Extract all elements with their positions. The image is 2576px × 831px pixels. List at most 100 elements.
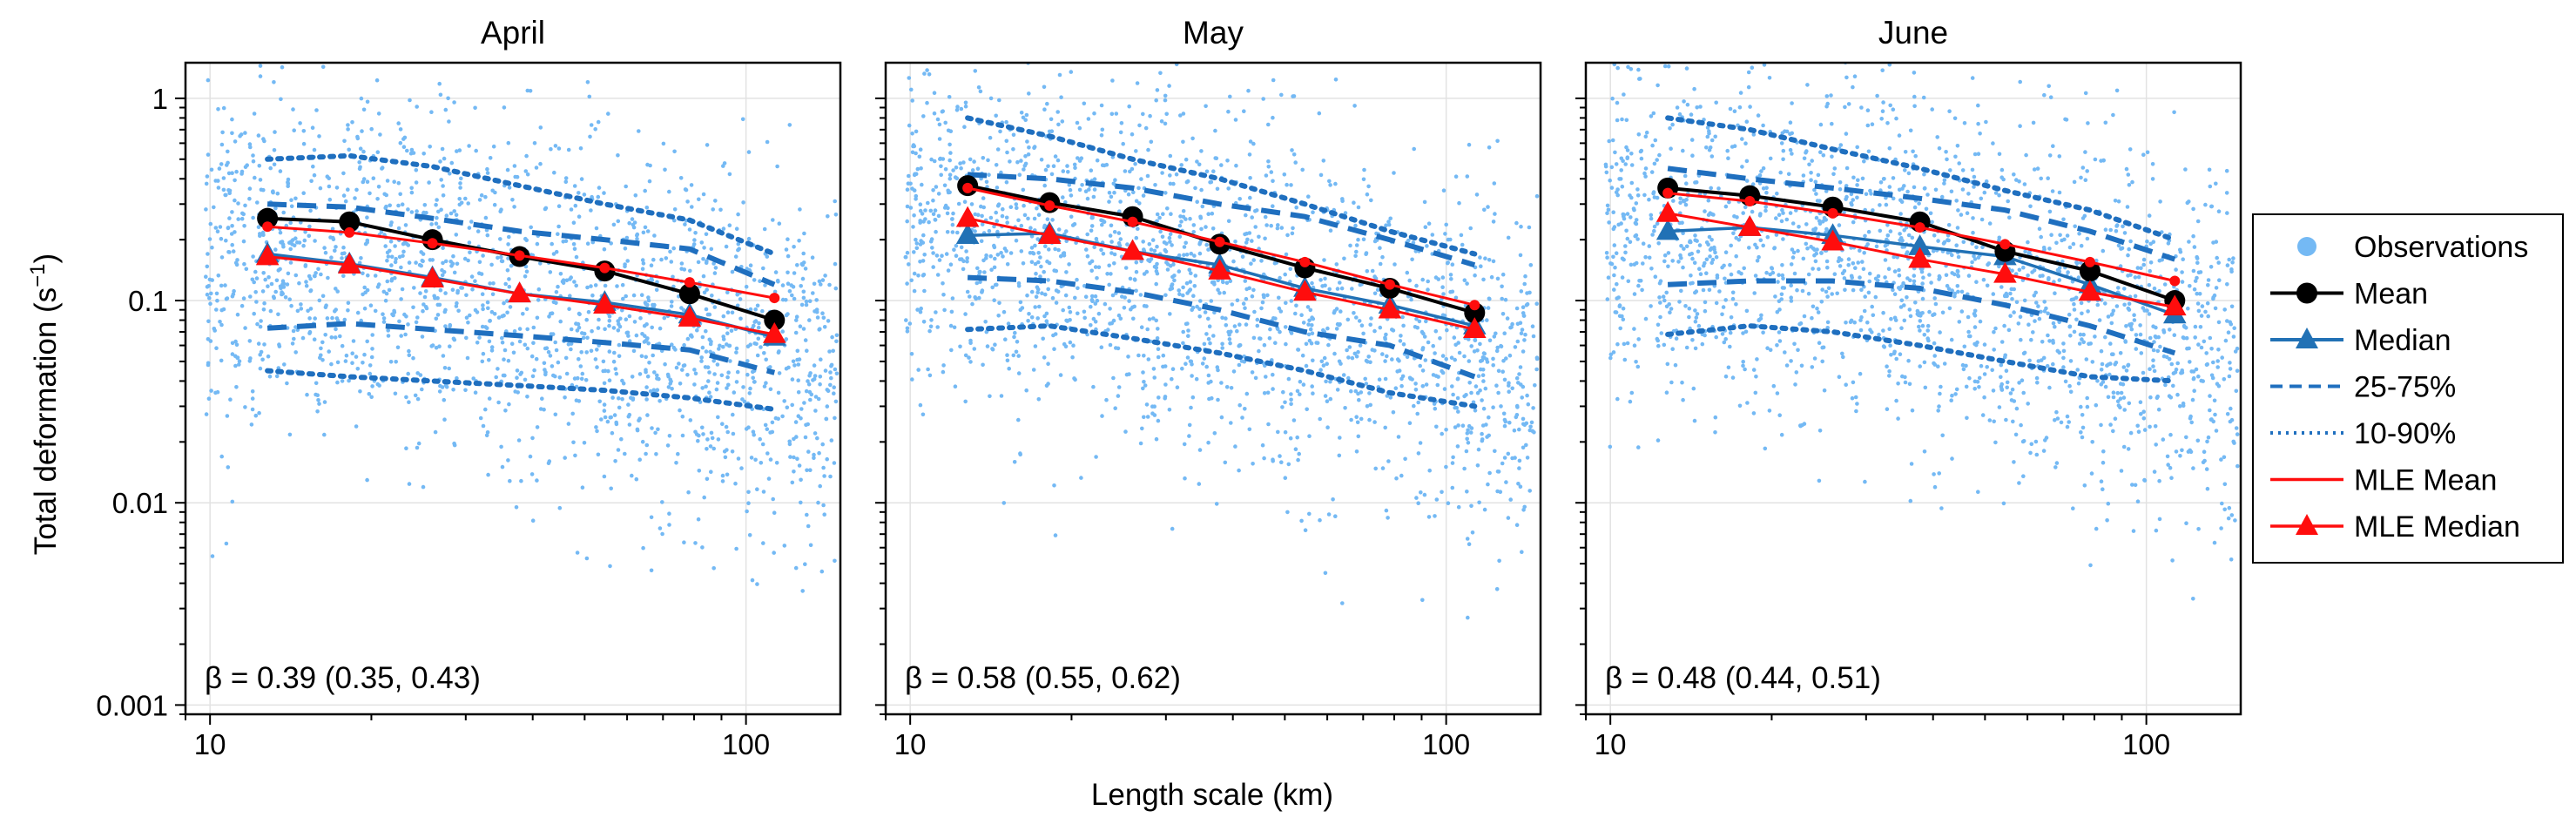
observation-point <box>428 145 433 149</box>
observation-point <box>1271 457 1275 462</box>
observation-point <box>299 302 303 307</box>
observation-point <box>1657 152 1662 158</box>
observation-point <box>637 416 642 422</box>
observation-point <box>1478 255 1482 260</box>
observation-point <box>396 226 401 231</box>
observation-point <box>1480 355 1486 360</box>
observation-point <box>485 430 490 435</box>
observation-point <box>1936 409 1940 413</box>
observation-point <box>2034 452 2040 457</box>
observation-point <box>994 113 998 118</box>
observation-point <box>473 279 477 284</box>
observation-point <box>334 287 338 291</box>
observation-point <box>253 413 259 418</box>
observation-point <box>1323 394 1328 398</box>
observation-point <box>477 335 482 340</box>
observation-point <box>524 307 529 312</box>
observation-point <box>784 298 788 302</box>
mle-mean-marker <box>262 221 273 233</box>
observation-point <box>1025 293 1029 298</box>
observation-point <box>1521 422 1526 427</box>
observation-point <box>1295 388 1300 394</box>
observation-point <box>964 249 968 253</box>
observation-point <box>1140 426 1144 431</box>
observation-point <box>607 378 612 383</box>
observation-point <box>802 231 806 236</box>
observation-point <box>992 243 996 248</box>
observation-point <box>1222 290 1226 295</box>
observation-point <box>219 255 225 260</box>
observation-point <box>407 348 411 354</box>
observation-point <box>834 333 840 338</box>
observation-point <box>563 355 569 361</box>
observation-point <box>1093 265 1098 269</box>
observation-point <box>1237 322 1242 328</box>
observation-point <box>230 224 234 228</box>
observation-point <box>641 261 646 266</box>
observation-point <box>2018 314 2023 320</box>
observation-point <box>780 329 785 334</box>
observation-point <box>1959 289 1965 294</box>
observation-point <box>763 422 768 428</box>
observation-point <box>916 368 920 372</box>
observation-point <box>385 250 390 255</box>
observation-point <box>603 415 608 420</box>
observation-point <box>695 328 699 333</box>
observation-point <box>563 395 567 400</box>
observation-point <box>927 328 932 334</box>
observation-point <box>1380 254 1385 260</box>
observation-point <box>918 242 923 247</box>
y-tick-label: 1 <box>152 83 168 115</box>
observation-point <box>556 146 562 151</box>
observation-point <box>568 294 572 299</box>
observation-point <box>1275 327 1280 332</box>
observation-point <box>309 179 314 184</box>
observation-point <box>712 305 718 309</box>
observation-point <box>982 270 987 274</box>
observation-point <box>1888 229 1893 233</box>
observation-point <box>254 300 259 304</box>
observation-point <box>1837 375 1842 380</box>
observation-point <box>829 363 833 368</box>
observation-point <box>1036 213 1042 217</box>
observation-point <box>1333 181 1338 186</box>
observation-point <box>1501 411 1507 416</box>
observation-point <box>1502 331 1507 336</box>
observation-point <box>1065 319 1069 323</box>
observation-point <box>1806 272 1811 277</box>
observation-point <box>1226 186 1231 191</box>
observation-point <box>833 261 838 267</box>
observation-point <box>1412 146 1416 152</box>
observation-point <box>1185 355 1190 360</box>
observation-point <box>1109 272 1113 276</box>
observation-point <box>236 201 240 206</box>
observation-point <box>794 314 799 320</box>
observation-point <box>1498 490 1503 494</box>
observation-point <box>1142 380 1146 384</box>
observation-point <box>693 371 698 376</box>
observation-point <box>1522 281 1527 287</box>
observation-point <box>1216 397 1220 402</box>
observation-point <box>474 148 478 153</box>
observation-point <box>2163 382 2168 388</box>
observation-point <box>1069 70 1074 74</box>
observation-point <box>1354 415 1359 420</box>
observation-point <box>256 133 261 138</box>
mle-mean-marker <box>962 182 974 193</box>
observation-point <box>1399 383 1404 388</box>
observation-point <box>1873 294 1878 300</box>
observation-point <box>1913 153 1918 159</box>
observation-point <box>1896 416 1900 421</box>
observation-point <box>1163 382 1168 387</box>
observation-point <box>233 339 238 344</box>
observation-point <box>650 325 654 330</box>
observation-point <box>623 451 627 456</box>
observation-point <box>1952 116 1958 121</box>
observation-point <box>213 226 219 230</box>
observation-point <box>346 127 350 132</box>
observation-point <box>1027 91 1031 96</box>
observation-point <box>1354 315 1359 320</box>
observation-point <box>507 186 512 190</box>
observation-point <box>1005 220 1009 225</box>
observation-point <box>2127 247 2131 252</box>
